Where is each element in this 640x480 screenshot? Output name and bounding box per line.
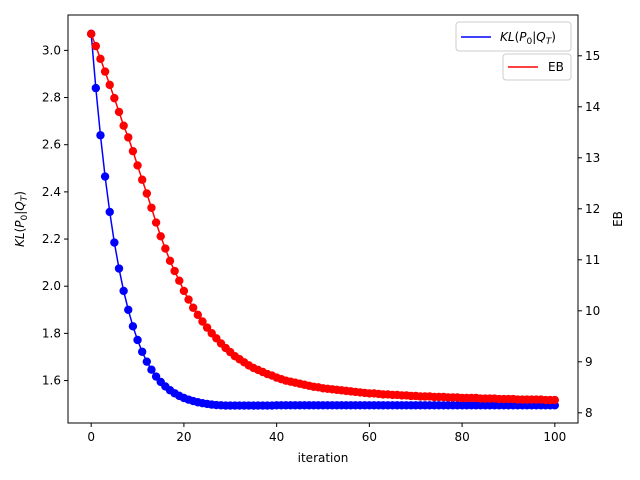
data-point bbox=[137, 175, 147, 184]
data-point bbox=[105, 80, 114, 90]
data-point bbox=[165, 256, 175, 266]
data-point bbox=[96, 54, 105, 64]
x-axis-label: iteration bbox=[298, 451, 349, 465]
series-line bbox=[90, 33, 555, 401]
series-kl bbox=[86, 29, 560, 410]
y-left-tick-label: 2.6 bbox=[42, 138, 61, 152]
x-tick-label: 20 bbox=[176, 430, 191, 444]
y-left-tick-label: 2.4 bbox=[42, 185, 61, 199]
y-right-tick-label: 9 bbox=[585, 355, 593, 369]
data-point bbox=[86, 29, 96, 39]
legend-label: KL(P0|QT) bbox=[500, 30, 556, 47]
y-right-axis-label: EB bbox=[611, 211, 625, 227]
data-point bbox=[142, 189, 152, 198]
y-left-tick-label: 1.6 bbox=[42, 374, 61, 388]
data-point bbox=[110, 238, 119, 247]
data-point bbox=[175, 276, 184, 285]
y-right-tick-label: 14 bbox=[585, 100, 600, 114]
plot-frame bbox=[67, 14, 579, 424]
data-point bbox=[156, 232, 165, 241]
data-point bbox=[114, 264, 124, 273]
data-point bbox=[91, 41, 101, 51]
y-right-tick-label: 13 bbox=[585, 151, 600, 165]
x-tick-label: 0 bbox=[87, 430, 95, 444]
data-point bbox=[151, 218, 161, 227]
data-point bbox=[100, 67, 110, 76]
data-point bbox=[91, 83, 101, 93]
data-point bbox=[147, 365, 156, 374]
data-point bbox=[137, 347, 147, 356]
data-point bbox=[124, 305, 133, 314]
plot-area bbox=[86, 29, 560, 410]
y-right-tick-label: 11 bbox=[585, 253, 600, 267]
data-point bbox=[105, 207, 114, 217]
data-point bbox=[110, 93, 119, 103]
data-point bbox=[119, 121, 128, 130]
data-point bbox=[193, 310, 203, 320]
data-point bbox=[198, 317, 207, 326]
y-left-axis-label: KL(P0|QT) bbox=[13, 191, 30, 247]
y-right-tick-label: 10 bbox=[585, 304, 600, 318]
data-point bbox=[133, 161, 142, 170]
data-point bbox=[96, 131, 105, 140]
data-point bbox=[142, 357, 152, 366]
data-point bbox=[100, 172, 110, 181]
y-left-tick-label: 2.2 bbox=[42, 232, 61, 246]
data-point bbox=[114, 107, 124, 117]
y-right-tick-label: 8 bbox=[585, 406, 593, 420]
data-point bbox=[184, 295, 193, 304]
x-tick-label: 80 bbox=[454, 430, 469, 444]
legend-box bbox=[455, 21, 572, 52]
y-left-tick-label: 1.8 bbox=[42, 326, 61, 340]
y-left-tick-label: 2.8 bbox=[42, 91, 61, 105]
y-left-tick-label: 2.0 bbox=[42, 279, 61, 293]
data-point bbox=[170, 266, 179, 276]
x-tick-label: 60 bbox=[362, 430, 377, 444]
y-right-tick-label: 12 bbox=[585, 202, 600, 216]
data-point bbox=[550, 395, 560, 405]
legend-label: EB bbox=[548, 60, 564, 74]
legend-eb: EB bbox=[502, 53, 572, 81]
data-point bbox=[147, 203, 156, 212]
data-point bbox=[128, 146, 138, 156]
data-point bbox=[133, 335, 142, 345]
data-point bbox=[161, 244, 170, 253]
x-tick-label: 100 bbox=[543, 430, 566, 444]
data-point bbox=[179, 286, 189, 296]
series-line bbox=[90, 33, 555, 407]
legend-kl: KL(P0|QT) bbox=[455, 21, 572, 52]
data-point bbox=[128, 322, 138, 331]
data-point bbox=[119, 286, 128, 296]
y-left-tick-label: 3.0 bbox=[42, 43, 61, 57]
axes: 0 20 40 60 80 100 1.6 1.8 2.0 2.2 2.4 2.6 2.8 3.0 8 9 10… bbox=[13, 14, 625, 465]
data-point bbox=[202, 323, 212, 332]
x-tick-label: 40 bbox=[269, 430, 284, 444]
data-point bbox=[124, 133, 133, 142]
y-right-tick-label: 15 bbox=[585, 49, 600, 63]
series-eb bbox=[86, 29, 560, 405]
data-point bbox=[188, 303, 198, 312]
legends: KL(P0|QT) EB bbox=[455, 21, 572, 81]
